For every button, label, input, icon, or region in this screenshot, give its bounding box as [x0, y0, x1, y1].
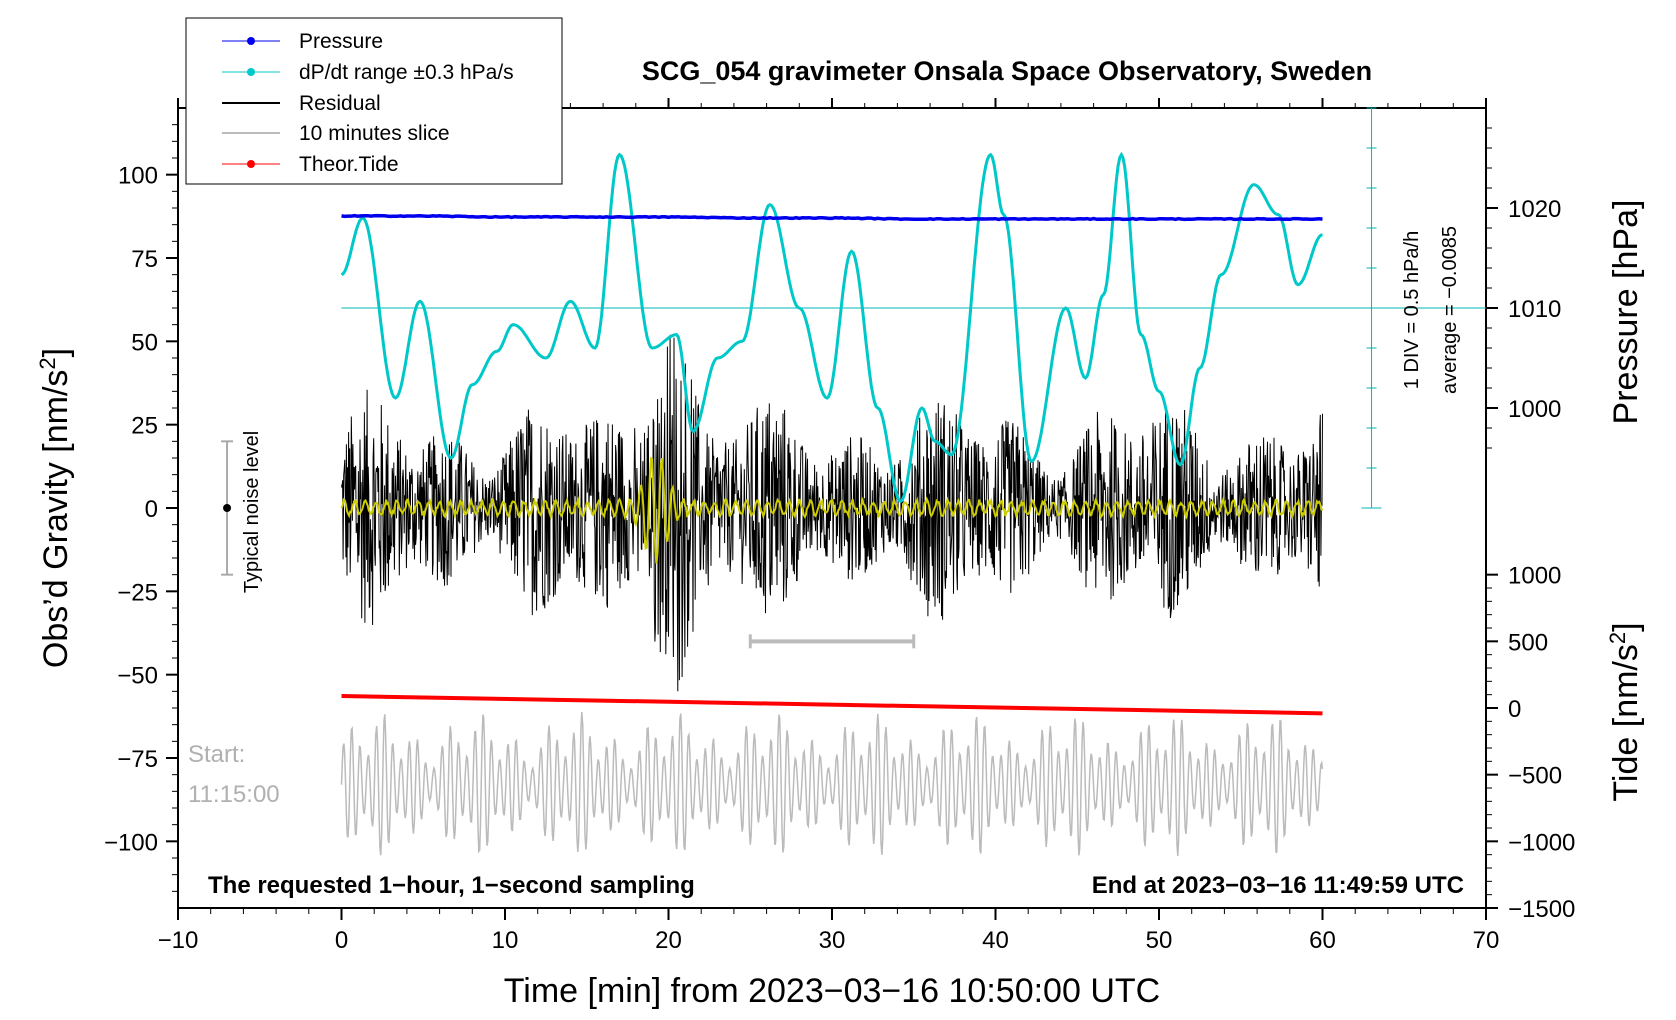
- dpdt-scale-label-2: average = −0.0085: [1439, 226, 1461, 394]
- slice-series: [340, 712, 1324, 857]
- residual-series: [341, 334, 1323, 692]
- tide-tick-label: 500: [1508, 629, 1548, 656]
- x-tick-label: 30: [819, 927, 846, 954]
- tide-tick-label: −500: [1508, 763, 1562, 790]
- x-tick-label: 50: [1146, 927, 1173, 954]
- legend-label-tide: Theor.Tide: [299, 153, 399, 176]
- y-tick-label: 50: [131, 329, 158, 356]
- y-axis-label: Obs’d Gravity [nm/s2]: [35, 348, 76, 668]
- x-tick-label: 0: [335, 927, 348, 954]
- footer-right: End at 2023−03−16 11:49:59 UTC: [1092, 872, 1464, 899]
- noise-level-label: Typical noise level: [241, 431, 263, 593]
- x-tick-label: 20: [655, 927, 682, 954]
- legend: Pressure dP/dt range ±0.3 hPa/s Residual…: [185, 17, 563, 185]
- start-time-label: 11:15:00: [188, 781, 280, 808]
- dpdt-series: [340, 151, 1323, 504]
- y-tick-label: 75: [131, 246, 158, 273]
- axis-layer: −10 0 10 20 30 40 50 60 70−100−75−50−25025507510…: [104, 98, 1575, 954]
- legend-item-tide: Theor.Tide: [222, 153, 399, 176]
- x-tick-label: 40: [982, 927, 1009, 954]
- y-axis-label-text: Obs’d Gravity [nm/s: [37, 370, 75, 669]
- legend-item-dpdt: dP/dt range ±0.3 hPa/s: [222, 61, 514, 84]
- tide-series: [341, 694, 1323, 716]
- legend-item-residual: Residual: [222, 92, 381, 115]
- y-tick-label: −75: [117, 746, 158, 773]
- tide-tick-label: −1500: [1508, 896, 1575, 923]
- legend-marker-tide: [247, 160, 255, 168]
- y-tick-label: 100: [118, 163, 158, 190]
- y-tick-label: −50: [117, 663, 158, 690]
- tide-axis-label: Tide [nm/s2]: [1605, 622, 1646, 801]
- tide-tick-label: −1000: [1508, 829, 1575, 856]
- pressure-tick-label: 1010: [1508, 296, 1561, 323]
- legend-label-pressure: Pressure: [299, 30, 383, 53]
- pressure-axis-label: Pressure [hPa]: [1607, 200, 1645, 425]
- tide-axis-label-close: ]: [1607, 622, 1645, 631]
- x-tick-label: −10: [158, 927, 199, 954]
- y-axis-label-close: ]: [37, 348, 75, 357]
- y-tick-label: 25: [131, 413, 158, 440]
- tide-tick-label: 1000: [1508, 563, 1561, 590]
- legend-label-slice: 10 minutes slice: [299, 122, 450, 145]
- series-layer: [221, 107, 1486, 857]
- y-tick-label: −100: [104, 829, 158, 856]
- noise-level-dot: [223, 504, 232, 512]
- y-tick-label: −25: [117, 579, 158, 606]
- pressure-series: [341, 213, 1323, 222]
- legend-marker-dpdt: [247, 68, 255, 76]
- legend-label-residual: Residual: [299, 92, 381, 115]
- tide-tick-label: 0: [1508, 696, 1521, 723]
- x-tick-label: 10: [492, 927, 519, 954]
- footer-left: The requested 1−hour, 1−second sampling: [208, 872, 695, 899]
- legend-label-dpdt: dP/dt range ±0.3 hPa/s: [299, 61, 514, 84]
- x-tick-label: 70: [1473, 927, 1500, 954]
- y-axis-label-sup: 2: [35, 357, 60, 369]
- y-tick-label: 0: [145, 496, 158, 523]
- tide-axis-label-text: Tide [nm/s: [1607, 644, 1645, 801]
- chart-title: SCG_054 gravimeter Onsala Space Observat…: [642, 56, 1372, 86]
- pressure-tick-label: 1000: [1508, 396, 1561, 423]
- dpdt-scale-label-1: 1 DIV = 0.5 hPa/h: [1401, 231, 1423, 389]
- legend-item-pressure: Pressure: [222, 30, 383, 53]
- start-label: Start:: [188, 741, 245, 768]
- legend-box: [185, 17, 563, 185]
- x-tick-label: 60: [1309, 927, 1336, 954]
- x-axis-label: Time [min] from 2023−03−16 10:50:00 UTC: [504, 972, 1160, 1010]
- pressure-tick-label: 1020: [1508, 196, 1561, 223]
- legend-item-slice: 10 minutes slice: [222, 122, 450, 145]
- filtered-series: [340, 456, 1324, 564]
- legend-marker-pressure: [247, 37, 255, 45]
- tide-axis-label-sup: 2: [1605, 632, 1630, 644]
